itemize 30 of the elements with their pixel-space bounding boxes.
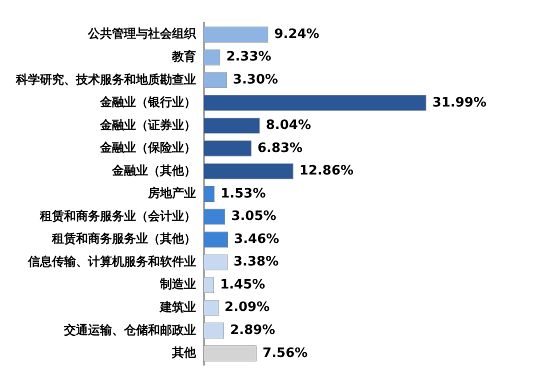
y-tick-label: 金融业（其他） (111, 163, 196, 178)
y-tick-label: 房地产业 (147, 186, 196, 200)
data-label: 9.24% (274, 26, 320, 42)
data-label: 2.09% (224, 300, 270, 316)
y-tick-label: 金融业（证券业） (99, 118, 196, 132)
y-tick-label: 信息传输、计算机服务和软件业 (27, 254, 196, 268)
y-tick-label: 租赁和商务服务业（其他） (51, 232, 196, 246)
data-label: 31.99% (432, 95, 486, 110)
y-tick-label: 教育 (171, 49, 196, 64)
y-tick-label: 金融业（保险业） (99, 140, 196, 155)
data-label: 6.83% (257, 140, 303, 156)
data-label: 7.56% (262, 346, 308, 361)
data-label: 1.45% (220, 277, 266, 292)
data-label: 1.53% (220, 186, 266, 202)
data-label: 3.30% (232, 72, 278, 88)
data-label: 3.46% (234, 232, 280, 247)
y-tick-label: 其他 (171, 346, 197, 360)
y-tick-label: 建筑业 (159, 300, 196, 314)
data-label: 12.86% (299, 164, 354, 179)
data-label: 3.05% (231, 209, 276, 224)
y-tick-label: 租赁和商务服务业（会计业） (39, 208, 196, 223)
data-label: 3.38% (233, 254, 279, 270)
data-label: 2.33% (226, 50, 272, 65)
y-tick-label: 科学研究、技术服务和地质勘查业 (15, 72, 196, 86)
y-tick-label: 公共管理与社会组织 (87, 26, 197, 41)
data-label: 8.04% (266, 118, 311, 134)
y-tick-label: 交通运输、仓储和邮政业 (63, 322, 196, 337)
data-label: 2.89% (230, 323, 276, 338)
y-tick-label: 金融业（银行业） (99, 95, 196, 110)
y-tick-label: 制造业 (159, 277, 196, 292)
